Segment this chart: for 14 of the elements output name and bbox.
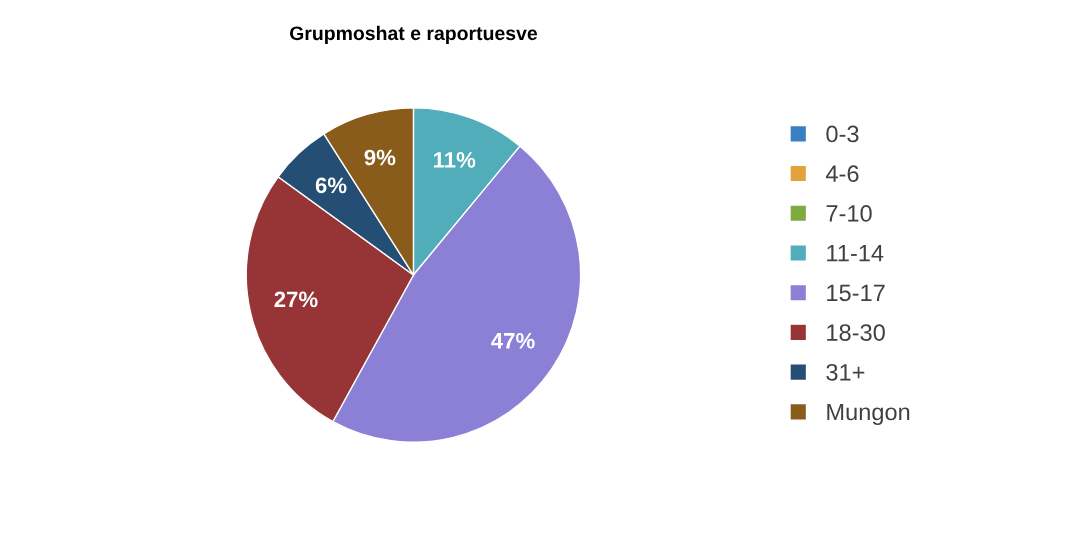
legend-label: 0-3 — [826, 125, 859, 143]
legend-label: 18-30 — [827, 324, 885, 341]
legend-label: 11-14 — [827, 245, 884, 262]
data-label: 47% — [491, 332, 535, 349]
legend-label: Mungon — [827, 403, 910, 426]
legend-label: 31+ — [826, 363, 865, 381]
data-label: 9% — [364, 149, 396, 166]
data-label: 6% — [315, 177, 347, 194]
data-label: 11% — [433, 152, 476, 168]
data-label: 27% — [274, 291, 318, 308]
legend-label: 7-10 — [826, 205, 872, 222]
legend-label: 15-17 — [827, 284, 885, 302]
legend-label: 4-6 — [825, 165, 859, 183]
chart-title: Grupmoshat e raportuesve — [289, 25, 538, 44]
